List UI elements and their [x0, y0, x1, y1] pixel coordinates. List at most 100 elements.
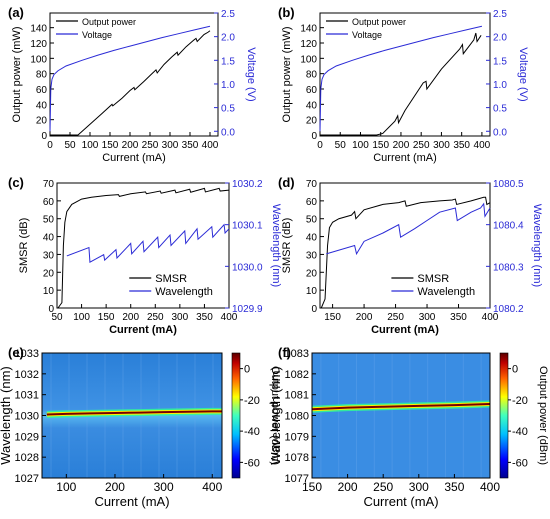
x-tick-label: 350	[450, 312, 467, 323]
y-tick-label: 0	[311, 131, 317, 142]
x-tick-label: 0	[317, 140, 323, 151]
x-tick-label: 350	[182, 140, 199, 151]
legend-entry: Wavelength	[417, 286, 475, 298]
x-tick-label: 400	[474, 140, 491, 151]
colorbar-label: Output power (dBm)	[537, 366, 549, 465]
y-axis-label: SMSR (dB)	[281, 218, 293, 274]
x-axis-label: Current (mA)	[102, 152, 166, 164]
x-tick-label: 100	[56, 480, 76, 494]
heatmap-ridge-line	[46, 410, 222, 416]
y-tick-label: 100	[300, 54, 317, 65]
x-tick-label: 50	[51, 312, 63, 323]
y-tick-label: 120	[30, 39, 47, 50]
colorbar-tick-label: -40	[512, 426, 528, 438]
x-tick-label: 300	[433, 140, 450, 151]
x-axis-label: Current (mA)	[363, 494, 438, 509]
y-tick-label: 60	[43, 197, 55, 208]
y2-tick-label: 1080.3	[493, 262, 524, 273]
y2-axis-label: Wavelength (nm)	[270, 204, 282, 287]
x-tick-label: 300	[162, 140, 179, 151]
colorbar-tick-label: 0	[244, 364, 250, 376]
y-tick-label: 1030	[15, 411, 39, 423]
x-tick-label: 250	[142, 140, 159, 151]
panel-label: (f)	[278, 345, 291, 360]
x-tick-label: 400	[202, 140, 219, 151]
y-tick-label: 70	[43, 179, 55, 190]
panel-label: (e)	[8, 345, 24, 360]
x-tick-label: 350	[453, 140, 470, 151]
y-axis-label: Output power (mW)	[281, 27, 293, 123]
y-tick-label: 60	[36, 85, 48, 96]
x-tick-label: 400	[480, 480, 500, 494]
x-axis-label: Current (mA)	[94, 494, 169, 509]
y-tick-label: 1032	[15, 369, 39, 381]
plot-frame	[49, 12, 219, 137]
x-tick-label: 300	[419, 312, 436, 323]
x-tick-label: 200	[122, 312, 139, 323]
panel-label: (b)	[278, 5, 295, 20]
x-tick-label: 200	[122, 140, 139, 151]
y2-tick-label: 1029.9	[232, 304, 263, 315]
y-tick-label: 1028	[15, 452, 39, 464]
y-tick-label: 0	[48, 304, 54, 315]
y2-tick-label: 2.0	[493, 33, 507, 44]
panel-f: (f) 150 200 250 300 350 400 1077 1078 1079 1080 108…	[268, 345, 549, 509]
x-tick-label: 250	[387, 312, 404, 323]
x-tick-label: 0	[47, 140, 53, 151]
x-tick-label: 250	[147, 312, 164, 323]
x-tick-label: 400	[221, 312, 238, 323]
y2-tick-label: 2.0	[221, 33, 235, 44]
y-tick-label: 100	[30, 54, 47, 65]
y-tick-label: 1082	[285, 369, 309, 381]
y-tick-label: 40	[43, 233, 55, 244]
y2-tick-label: 0.5	[493, 104, 507, 115]
y2-tick-label: 1080.2	[493, 304, 524, 315]
x-axis-label: Current (mA)	[109, 324, 177, 336]
panel-label: (d)	[278, 175, 295, 190]
y2-tick-label: 1030.2	[232, 179, 263, 190]
legend-entry: SMSR	[155, 273, 187, 285]
x-tick-label: 50	[335, 140, 347, 151]
colorbar-tick-label: 0	[512, 364, 518, 376]
x-tick-label: 200	[105, 480, 125, 494]
y-tick-label: 0	[41, 131, 47, 142]
y-axis-label: Wavelength (nm)	[0, 366, 13, 465]
y2-tick-label: 1.5	[493, 56, 507, 67]
x-tick-label: 150	[98, 312, 115, 323]
x-tick-label: 200	[393, 140, 410, 151]
x-axis-label: Current (mA)	[371, 324, 439, 336]
y2-tick-label: 1030.0	[232, 262, 263, 273]
y-tick-label: 40	[306, 233, 318, 244]
y-tick-label: 1083	[285, 348, 309, 360]
y-tick-label: 10	[43, 286, 55, 297]
y-tick-label: 1081	[285, 390, 309, 402]
legend-entry: SMSR	[417, 273, 449, 285]
series-line-primary	[320, 196, 491, 309]
y2-tick-label: 1030.1	[232, 221, 263, 232]
series-line-secondary	[49, 25, 211, 132]
y-tick-label: 60	[306, 85, 318, 96]
series-line-secondary	[66, 223, 230, 263]
y-tick-label: 40	[306, 100, 318, 111]
y2-tick-label: 2.5	[493, 9, 507, 20]
x-tick-label: 400	[202, 480, 222, 494]
y-tick-label: 30	[43, 250, 55, 261]
x-axis-label: Current (mA)	[373, 152, 437, 164]
y-tick-label: 50	[43, 215, 55, 226]
x-tick-label: 300	[409, 480, 429, 494]
x-tick-label: 150	[102, 140, 119, 151]
x-tick-label: 150	[324, 312, 341, 323]
legend-entry: Wavelength	[155, 286, 213, 298]
legend-entry: Voltage	[82, 30, 112, 40]
y-tick-label: 30	[306, 250, 318, 261]
y2-axis-label: Voltage (V)	[245, 47, 257, 101]
y-tick-label: 20	[306, 268, 318, 279]
x-tick-label: 400	[482, 312, 499, 323]
x-tick-label: 200	[356, 312, 373, 323]
y2-tick-label: 2.5	[221, 9, 235, 20]
panel-a: (a)0 50 100 150 200 250 300 350 4000204060801001…	[8, 5, 257, 164]
series-line-secondary	[326, 202, 491, 256]
heatmap-ridge-line	[311, 403, 491, 411]
y-axis-label: SMSR (dB)	[18, 218, 30, 274]
